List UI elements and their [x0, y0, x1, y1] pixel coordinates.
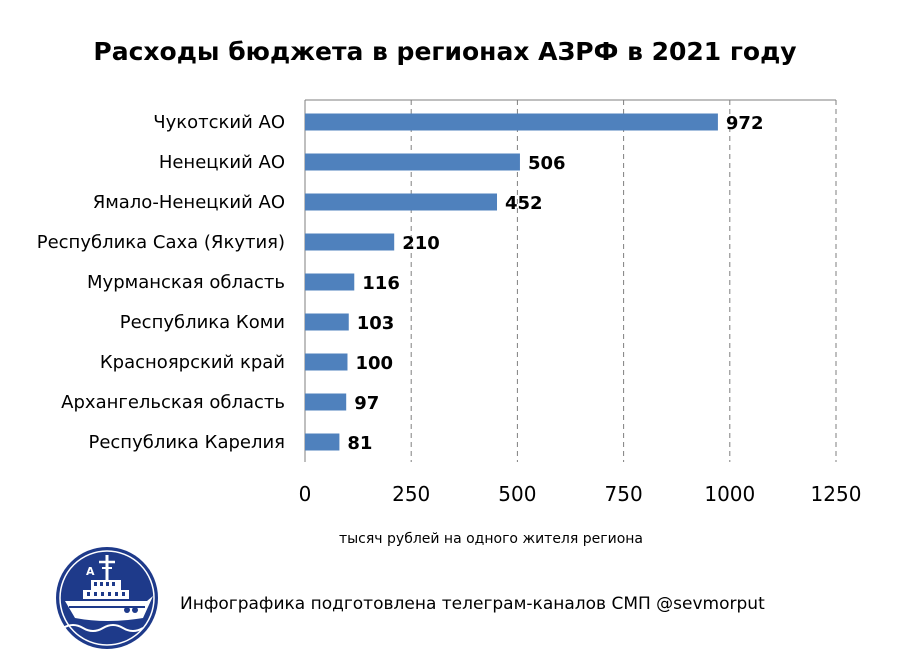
x-tick-label: 250	[392, 482, 430, 506]
bar	[305, 233, 395, 251]
bar	[305, 273, 355, 291]
data-label: 210	[402, 233, 440, 254]
bar	[305, 353, 348, 371]
data-label: 116	[362, 273, 400, 294]
category-label: Мурманская область	[87, 272, 285, 293]
logo-letter: A	[86, 565, 95, 578]
x-tick-label: 500	[498, 482, 536, 506]
footer-credit: Инфографика подготовлена телеграм-канало…	[180, 594, 765, 614]
bars	[305, 113, 718, 451]
x-tick-label: 1000	[704, 482, 755, 506]
data-label: 972	[726, 113, 764, 134]
category-label: Республика Коми	[120, 312, 285, 333]
data-label: 81	[347, 433, 372, 454]
category-label: Ямало-Ненецкий АО	[93, 192, 285, 213]
bar	[305, 153, 520, 171]
bar	[305, 433, 340, 451]
x-tick-label: 1250	[811, 482, 862, 506]
data-label: 506	[528, 153, 566, 174]
bar	[305, 393, 347, 411]
x-tick-labels: 0 250 500 750 1000 1250	[299, 482, 862, 506]
bar	[305, 193, 498, 211]
data-label: 103	[357, 313, 395, 334]
icebreaker-ship-icon: A	[56, 547, 158, 649]
category-label: Архангельская область	[61, 392, 285, 413]
category-labels: Чукотский АО Ненецкий АО Ямало-Ненецкий АО…	[37, 112, 285, 453]
data-label: 100	[355, 353, 393, 374]
category-label: Красноярский край	[100, 352, 285, 373]
x-tick-label: 0	[299, 482, 312, 506]
category-label: Республика Карелия	[88, 432, 285, 453]
x-tick-label: 750	[605, 482, 643, 506]
category-label: Ненецкий АО	[159, 152, 285, 173]
data-label: 452	[505, 193, 543, 214]
x-axis-title: тысяч рублей на одного жителя региона	[339, 531, 643, 547]
category-label: Республика Саха (Якутия)	[37, 232, 285, 253]
bar	[305, 113, 718, 131]
chart-title: Расходы бюджета в регионах АЗРФ в 2021 г…	[93, 37, 796, 66]
bar	[305, 313, 349, 331]
category-label: Чукотский АО	[153, 112, 285, 133]
data-label: 97	[354, 393, 379, 414]
